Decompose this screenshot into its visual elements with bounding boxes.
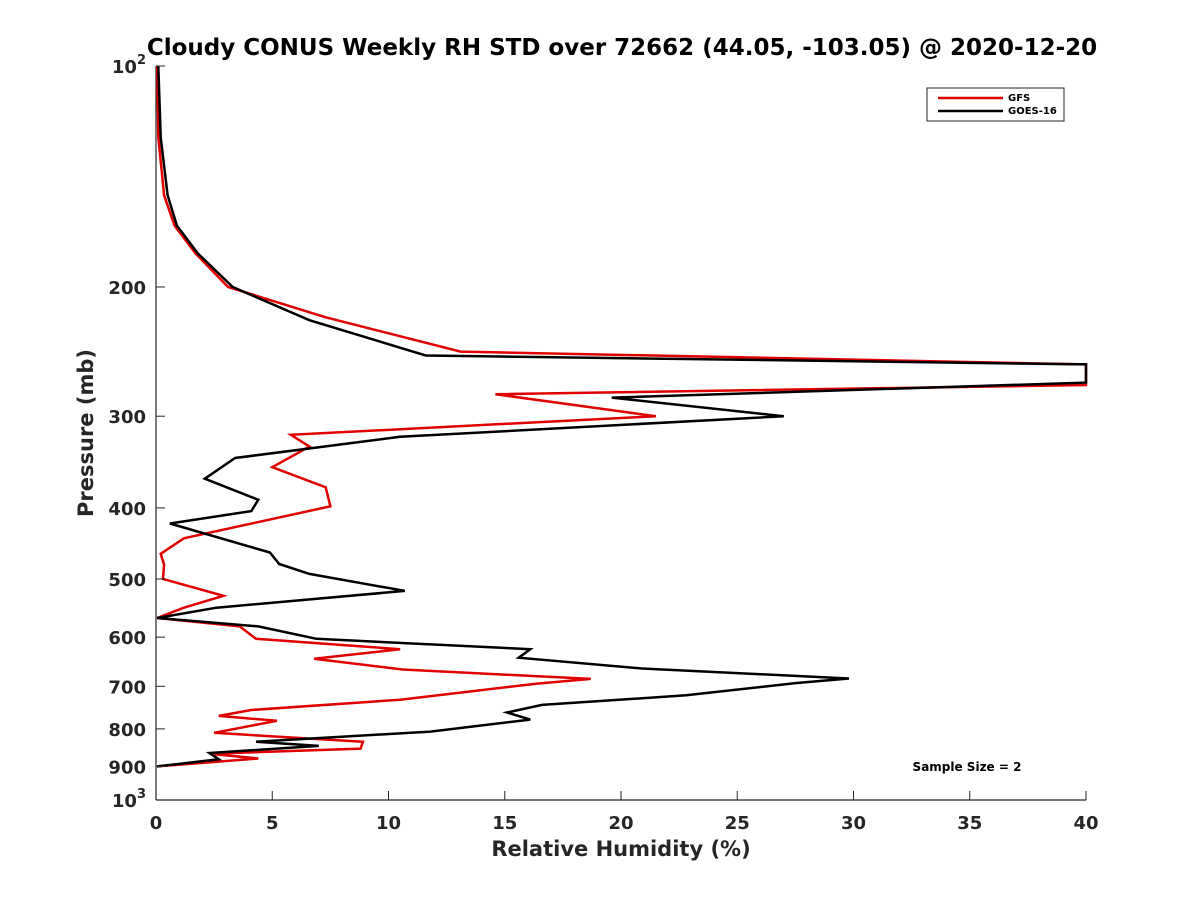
plot-frame: [155, 66, 1086, 801]
series-layer: [155, 65, 1088, 768]
series-line-goes16: [156, 65, 1088, 768]
y-tick-label: 300: [108, 407, 146, 428]
x-tick-label: 10: [376, 813, 401, 834]
x-tick-label: 30: [841, 813, 866, 834]
y-tick-label: 102: [112, 53, 146, 78]
y-tick-label: 800: [108, 720, 146, 741]
series-line-gfs: [155, 65, 1088, 768]
y-tick-label: 700: [108, 677, 146, 698]
y-tick-label: 500: [108, 570, 146, 591]
chart-title: Cloudy CONUS Weekly RH STD over 72662 (4…: [147, 35, 1097, 61]
x-tick-label: 25: [725, 813, 750, 834]
y-tick-label: 600: [108, 628, 146, 649]
x-axis-label: Relative Humidity (%): [491, 837, 750, 861]
y-tick-label: 103: [112, 787, 146, 812]
legend-label-gfs: GFS: [1008, 93, 1030, 104]
y-axis-label: Pressure (mb): [74, 349, 98, 517]
x-tick-label: 35: [957, 813, 982, 834]
x-tick-label: 15: [492, 813, 517, 834]
y-tick-label: 200: [108, 278, 146, 299]
legend: GFS GOES-16: [926, 87, 1065, 122]
x-axis: 0 5 10 15 20 25 30 35 40: [150, 791, 1099, 834]
y-axis: 102 200 300 400 500 600 700 800 900 103: [108, 53, 165, 812]
legend-label-goes16: GOES-16: [1008, 106, 1057, 117]
x-tick-label: 20: [608, 813, 633, 834]
y-tick-label: 400: [108, 499, 146, 520]
x-tick-label: 5: [266, 813, 279, 834]
y-tick-label: 900: [108, 757, 146, 778]
x-tick-label: 0: [150, 813, 163, 834]
x-tick-label: 40: [1073, 813, 1098, 834]
legend-box: [926, 87, 1065, 122]
sample-size-annotation: Sample Size = 2: [913, 760, 1022, 774]
